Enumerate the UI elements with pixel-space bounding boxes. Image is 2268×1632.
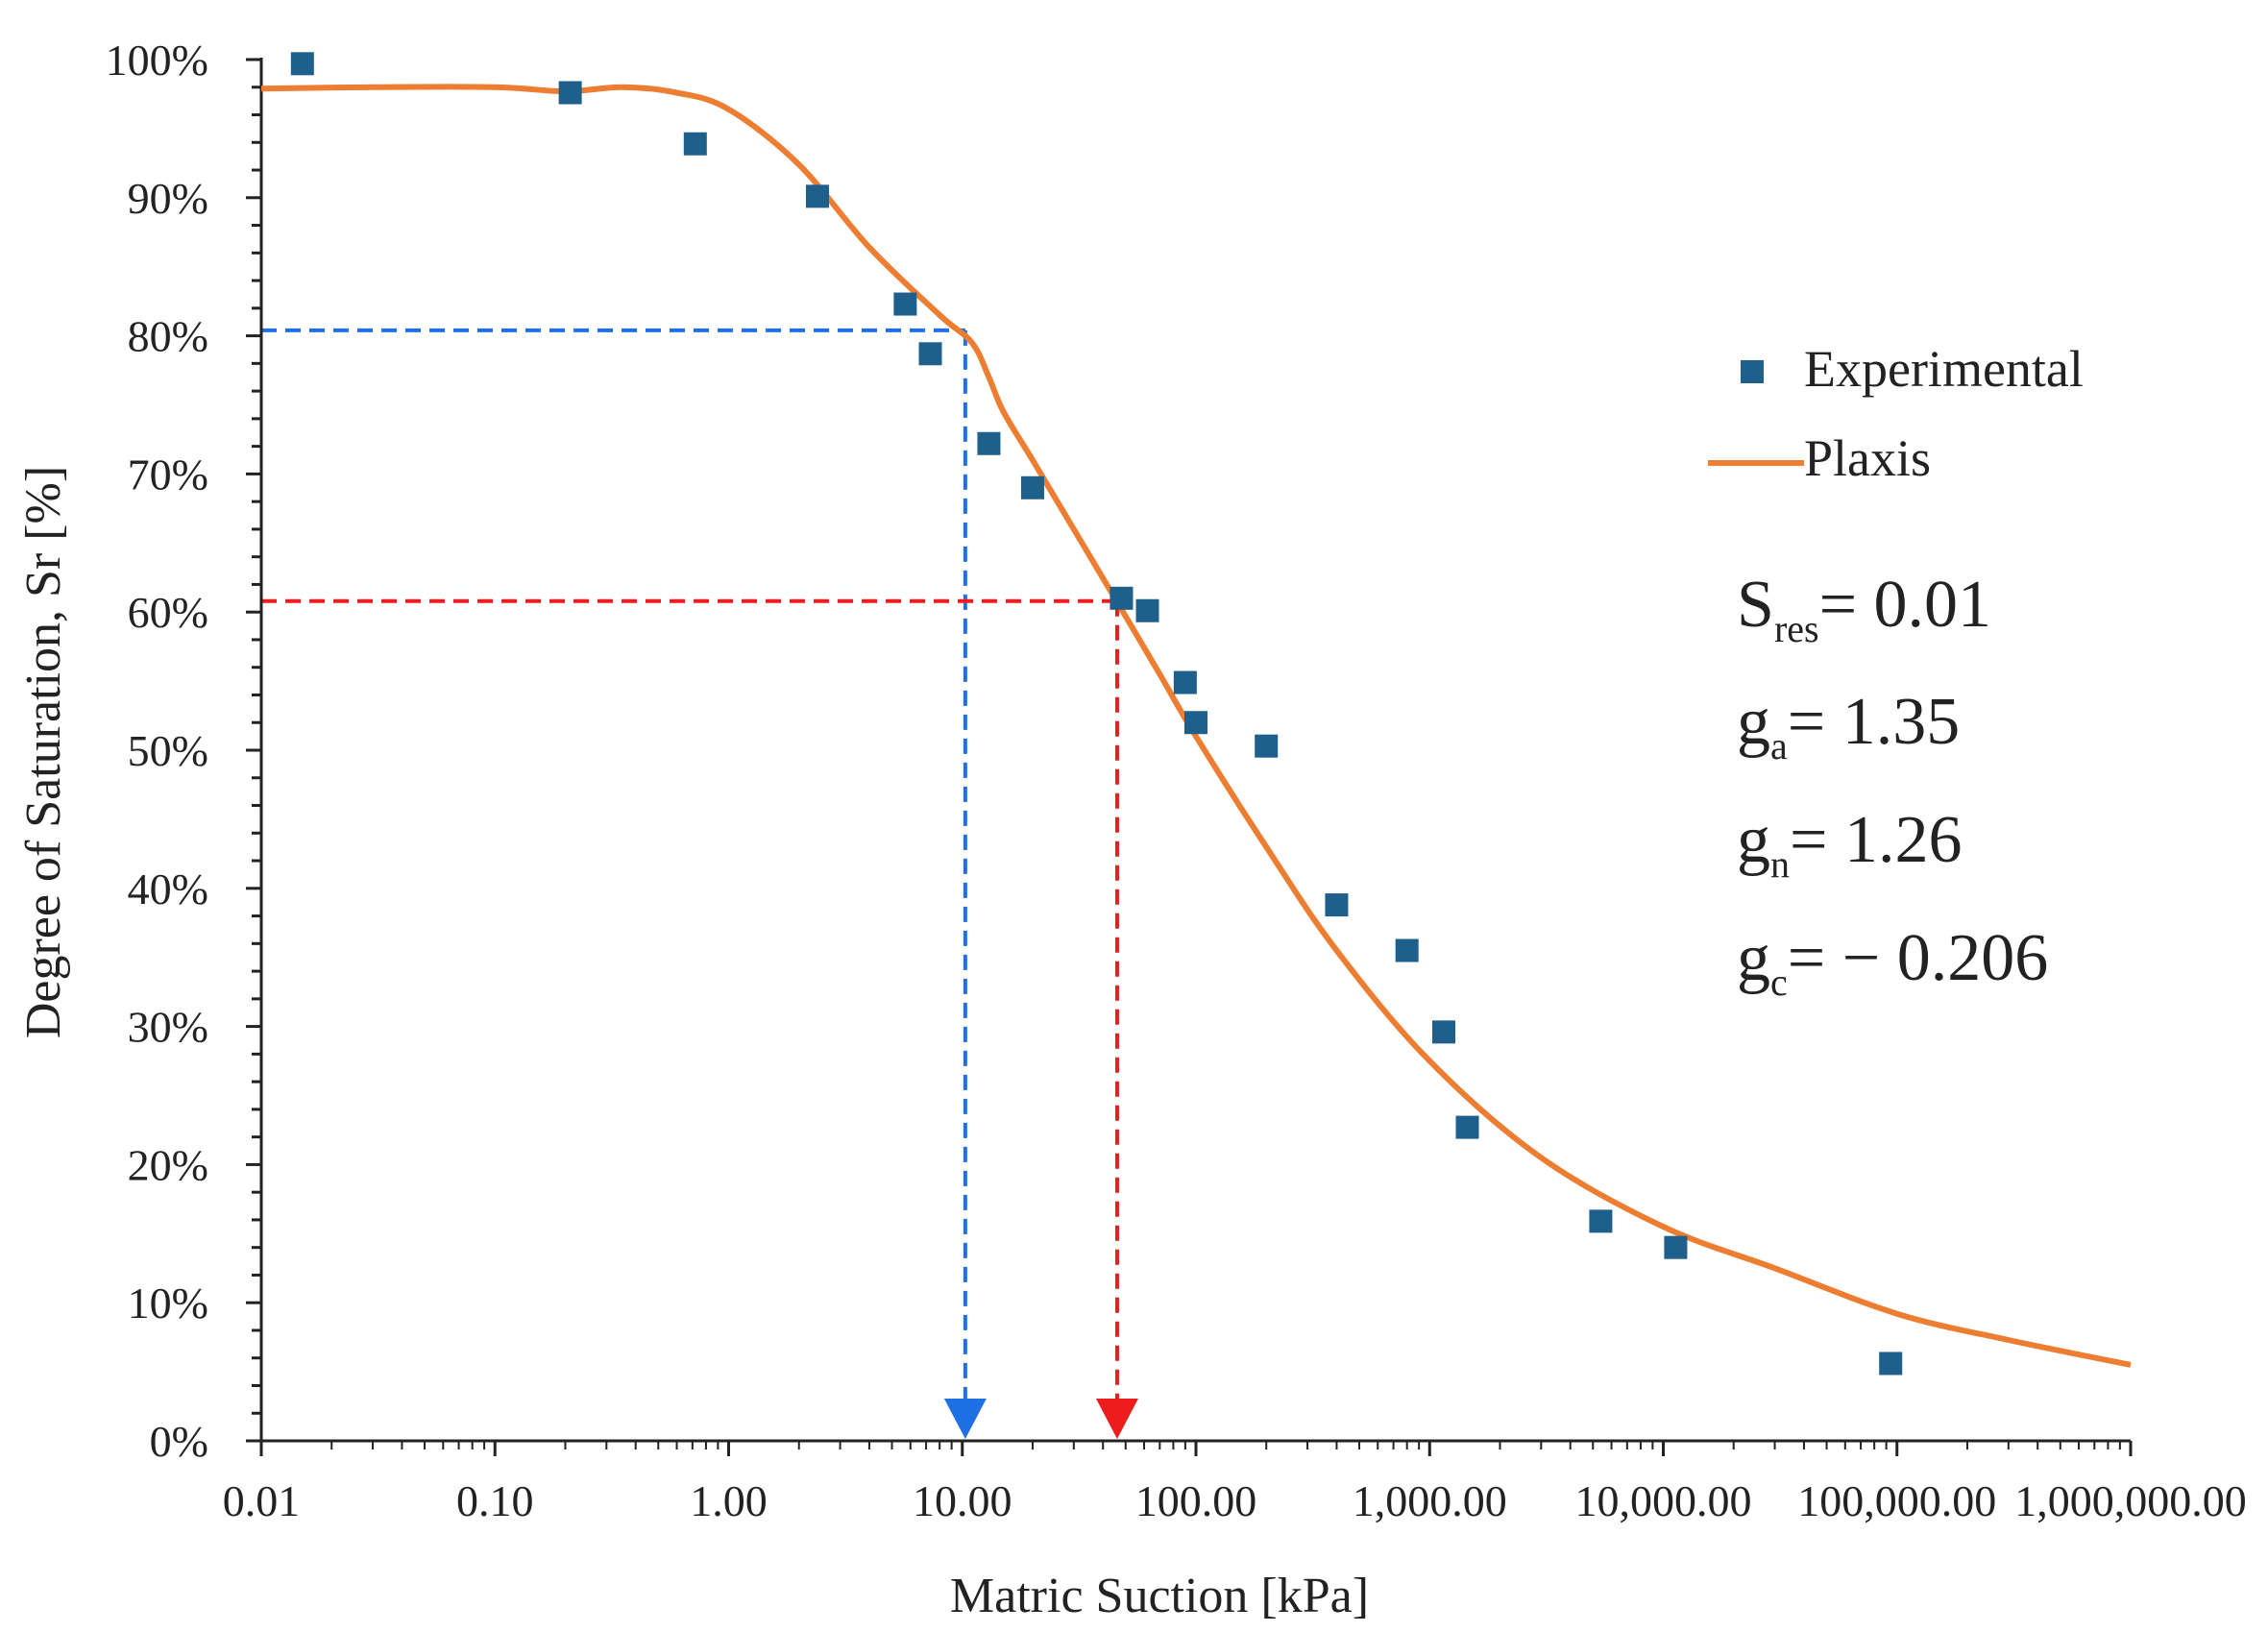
- y-tick-label: 40%: [128, 865, 208, 913]
- x-tick-label: 10.00: [913, 1476, 1012, 1525]
- axes: [246, 58, 2133, 1456]
- experimental-point: [1325, 893, 1349, 917]
- y-tick-label: 20%: [128, 1140, 208, 1189]
- y-tick-label: 90%: [128, 174, 208, 223]
- y-tick-label: 70%: [128, 450, 208, 499]
- y-tick-label: 80%: [128, 312, 208, 361]
- legend: Experimental Plaxis: [1708, 340, 2084, 487]
- experimental-point: [977, 431, 1001, 455]
- experimental-point: [1432, 1020, 1456, 1044]
- parameter-annotations: Sres= 0.01 ga= 1.35 gn= 1.26 gc= − 0.206: [1737, 568, 2048, 1004]
- experimental-point: [918, 342, 942, 366]
- x-tick-label: 10,000.00: [1575, 1476, 1752, 1525]
- x-tick-label: 100.00: [1135, 1476, 1257, 1525]
- blue-reference-arrow: [943, 1399, 987, 1439]
- experimental-point: [558, 81, 582, 105]
- param-gc: gc= − 0.206: [1737, 921, 2048, 1004]
- experimental-point: [1395, 938, 1419, 962]
- experimental-point: [1879, 1352, 1903, 1376]
- experimental-point: [1184, 711, 1207, 735]
- x-tick-label: 1,000.00: [1353, 1476, 1507, 1525]
- y-tick-label: 50%: [128, 726, 208, 775]
- x-tick-labels: 0.01 0.10 1.00 10.00 100.00 1,000.00 10,000.00…: [223, 1476, 2247, 1525]
- plaxis-curve: [260, 84, 2132, 1368]
- experimental-point: [805, 184, 829, 208]
- y-tick-labels: 0% 10% 20% 30% 40% 50% 60% 70% 80% 90% 100%: [106, 36, 208, 1466]
- param-ga: ga= 1.35: [1737, 685, 1960, 767]
- experimental-point: [1135, 598, 1159, 622]
- x-tick-label: 1.00: [690, 1476, 768, 1525]
- x-tick-label: 1,000,000.00: [2014, 1476, 2247, 1525]
- legend-experimental-marker: [1741, 360, 1764, 383]
- experimental-point: [683, 132, 707, 156]
- plot-series: [260, 52, 2132, 1376]
- experimental-point: [1664, 1235, 1688, 1259]
- red-reference-arrow: [1095, 1399, 1138, 1439]
- experimental-point: [893, 292, 917, 316]
- y-tick-label: 0%: [150, 1417, 208, 1466]
- x-axis-title: Matric Suction [kPa]: [950, 1569, 1369, 1623]
- reference-lines: [261, 328, 1138, 1439]
- x-tick-label: 0.01: [223, 1476, 301, 1525]
- legend-experimental-label: Experimental: [1804, 340, 2084, 398]
- y-tick-label: 60%: [128, 588, 208, 637]
- experimental-point: [1020, 475, 1044, 499]
- experimental-point: [1455, 1115, 1479, 1139]
- param-gn: gn= 1.26: [1737, 803, 1962, 886]
- experimental-point: [1173, 670, 1197, 694]
- y-tick-label: 30%: [128, 1003, 208, 1052]
- y-tick-label: 100%: [106, 36, 208, 85]
- experimental-point: [1255, 734, 1279, 758]
- x-tick-label: 0.10: [456, 1476, 534, 1525]
- experimental-point: [290, 52, 314, 76]
- legend-plaxis-label: Plaxis: [1804, 429, 1931, 487]
- x-tick-label: 100,000.00: [1797, 1476, 1996, 1525]
- y-tick-label: 10%: [128, 1279, 208, 1328]
- y-axis-title: Degree of Saturation, Sr [%]: [16, 466, 71, 1038]
- experimental-point: [1110, 586, 1134, 610]
- param-sres: Sres= 0.01: [1737, 568, 1991, 650]
- experimental-point: [1589, 1209, 1613, 1233]
